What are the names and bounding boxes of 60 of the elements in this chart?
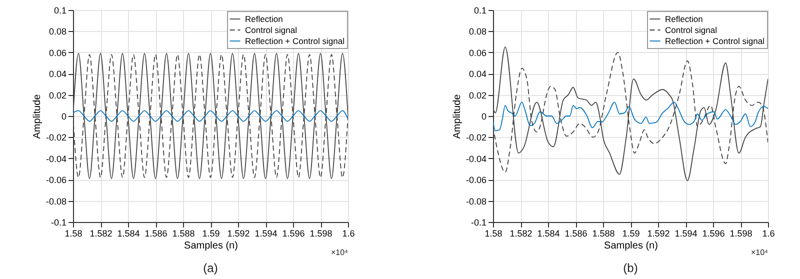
- y-tick-label: -0.08: [466, 196, 486, 206]
- x-tick-label: 1.58: [484, 228, 502, 238]
- x-tick-label: 1.596: [702, 228, 725, 238]
- y-tick-label: -0.06: [46, 175, 66, 186]
- y-tick-label: 0: [61, 112, 66, 122]
- y-tick-label: -0.04: [466, 154, 486, 164]
- x-tick-label: 1.598: [730, 228, 752, 238]
- y-tick-label: 0.08: [468, 26, 486, 37]
- line-series: [73, 110, 348, 122]
- x-tick-label: 1.6: [342, 228, 355, 238]
- line-series: [493, 102, 768, 132]
- y-tick-label: -0.08: [46, 196, 66, 206]
- text: ×10⁴: [750, 248, 769, 257]
- x-tick-label: 1.588: [172, 228, 195, 238]
- x-tick-label: 1.584: [117, 228, 140, 238]
- text: (b): [623, 261, 638, 275]
- x-tick-label: 1.588: [592, 228, 615, 238]
- y-tick-label: 0.04: [468, 69, 486, 80]
- x-tick-label: 1.59: [622, 228, 640, 238]
- x-axis-title: Samples (n): [604, 240, 658, 252]
- x-axis-title: Samples (n): [184, 240, 238, 252]
- y-tick-label: -0.06: [466, 175, 486, 186]
- y-tick-label: -0.04: [46, 154, 66, 164]
- text: (a): [203, 261, 218, 275]
- y-tick-label: -0.02: [466, 132, 486, 143]
- x-tick-label: 1.582: [90, 228, 112, 238]
- y-tick-label: 0.1: [54, 6, 66, 16]
- y-tick-label: 0.06: [48, 48, 66, 58]
- y-tick-label: 0.04: [48, 69, 66, 80]
- y-tick-label: -0.02: [46, 132, 66, 143]
- x-tick-label: 1.6: [762, 228, 775, 238]
- x-tick-label: 1.584: [537, 228, 560, 238]
- x-tick-label: 1.592: [227, 228, 250, 238]
- x-tick-label: 1.592: [647, 228, 670, 238]
- x-tick-label: 1.586: [144, 228, 168, 238]
- x-tick-label: 1.594: [254, 228, 278, 238]
- y-tick-label: 0: [481, 112, 486, 122]
- y-tick-label: 0.08: [48, 26, 66, 37]
- y-axis-title: Amplitude: [452, 94, 463, 139]
- legend-label: Reflection + Control signal: [245, 36, 345, 46]
- legend-label: Control signal: [665, 25, 718, 35]
- y-tick-label: 0.06: [468, 48, 486, 58]
- legend-label: Reflection: [665, 14, 704, 24]
- y-tick-label: 0.02: [48, 90, 66, 100]
- legend-label: Reflection: [245, 14, 284, 24]
- x-tick-label: 1.598: [310, 228, 332, 238]
- y-tick-label: -0.1: [50, 218, 66, 228]
- x-tick-label: 1.58: [64, 228, 82, 238]
- x-tick-label: 1.582: [510, 228, 532, 238]
- y-tick-label: 0.1: [474, 6, 486, 16]
- y-tick-label: 0.02: [468, 90, 486, 100]
- legend-label: Control signal: [245, 25, 298, 35]
- x-tick-label: 1.594: [674, 228, 698, 238]
- y-tick-label: -0.1: [470, 218, 486, 228]
- x-tick-label: 1.59: [202, 228, 220, 238]
- y-axis-title: Amplitude: [32, 94, 43, 139]
- text: ×10⁴: [330, 248, 349, 257]
- legend-label: Reflection + Control signal: [665, 36, 765, 46]
- x-tick-label: 1.586: [564, 228, 588, 238]
- x-tick-label: 1.596: [282, 228, 305, 238]
